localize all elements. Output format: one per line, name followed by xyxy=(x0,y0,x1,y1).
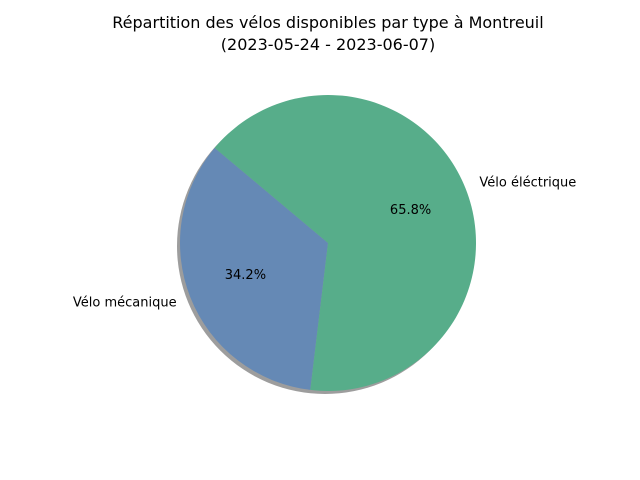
chart-title-line-2: (2023-05-24 - 2023-06-07) xyxy=(221,35,435,54)
slice-label-0: Vélo mécanique xyxy=(73,295,177,310)
slice-percent-0: 34.2% xyxy=(225,268,266,283)
slice-percent-1: 65.8% xyxy=(390,203,431,218)
pie-labels: Vélo mécanique 34.2% Vélo éléctrique 65.8% xyxy=(73,176,576,311)
chart-title-line-1: Répartition des vélos disponibles par ty… xyxy=(112,13,543,32)
pie-slice-0 xyxy=(179,147,328,390)
pie-slice-1 xyxy=(214,94,476,391)
slice-label-1: Vélo éléctrique xyxy=(479,176,576,191)
pie-slices xyxy=(179,94,476,391)
